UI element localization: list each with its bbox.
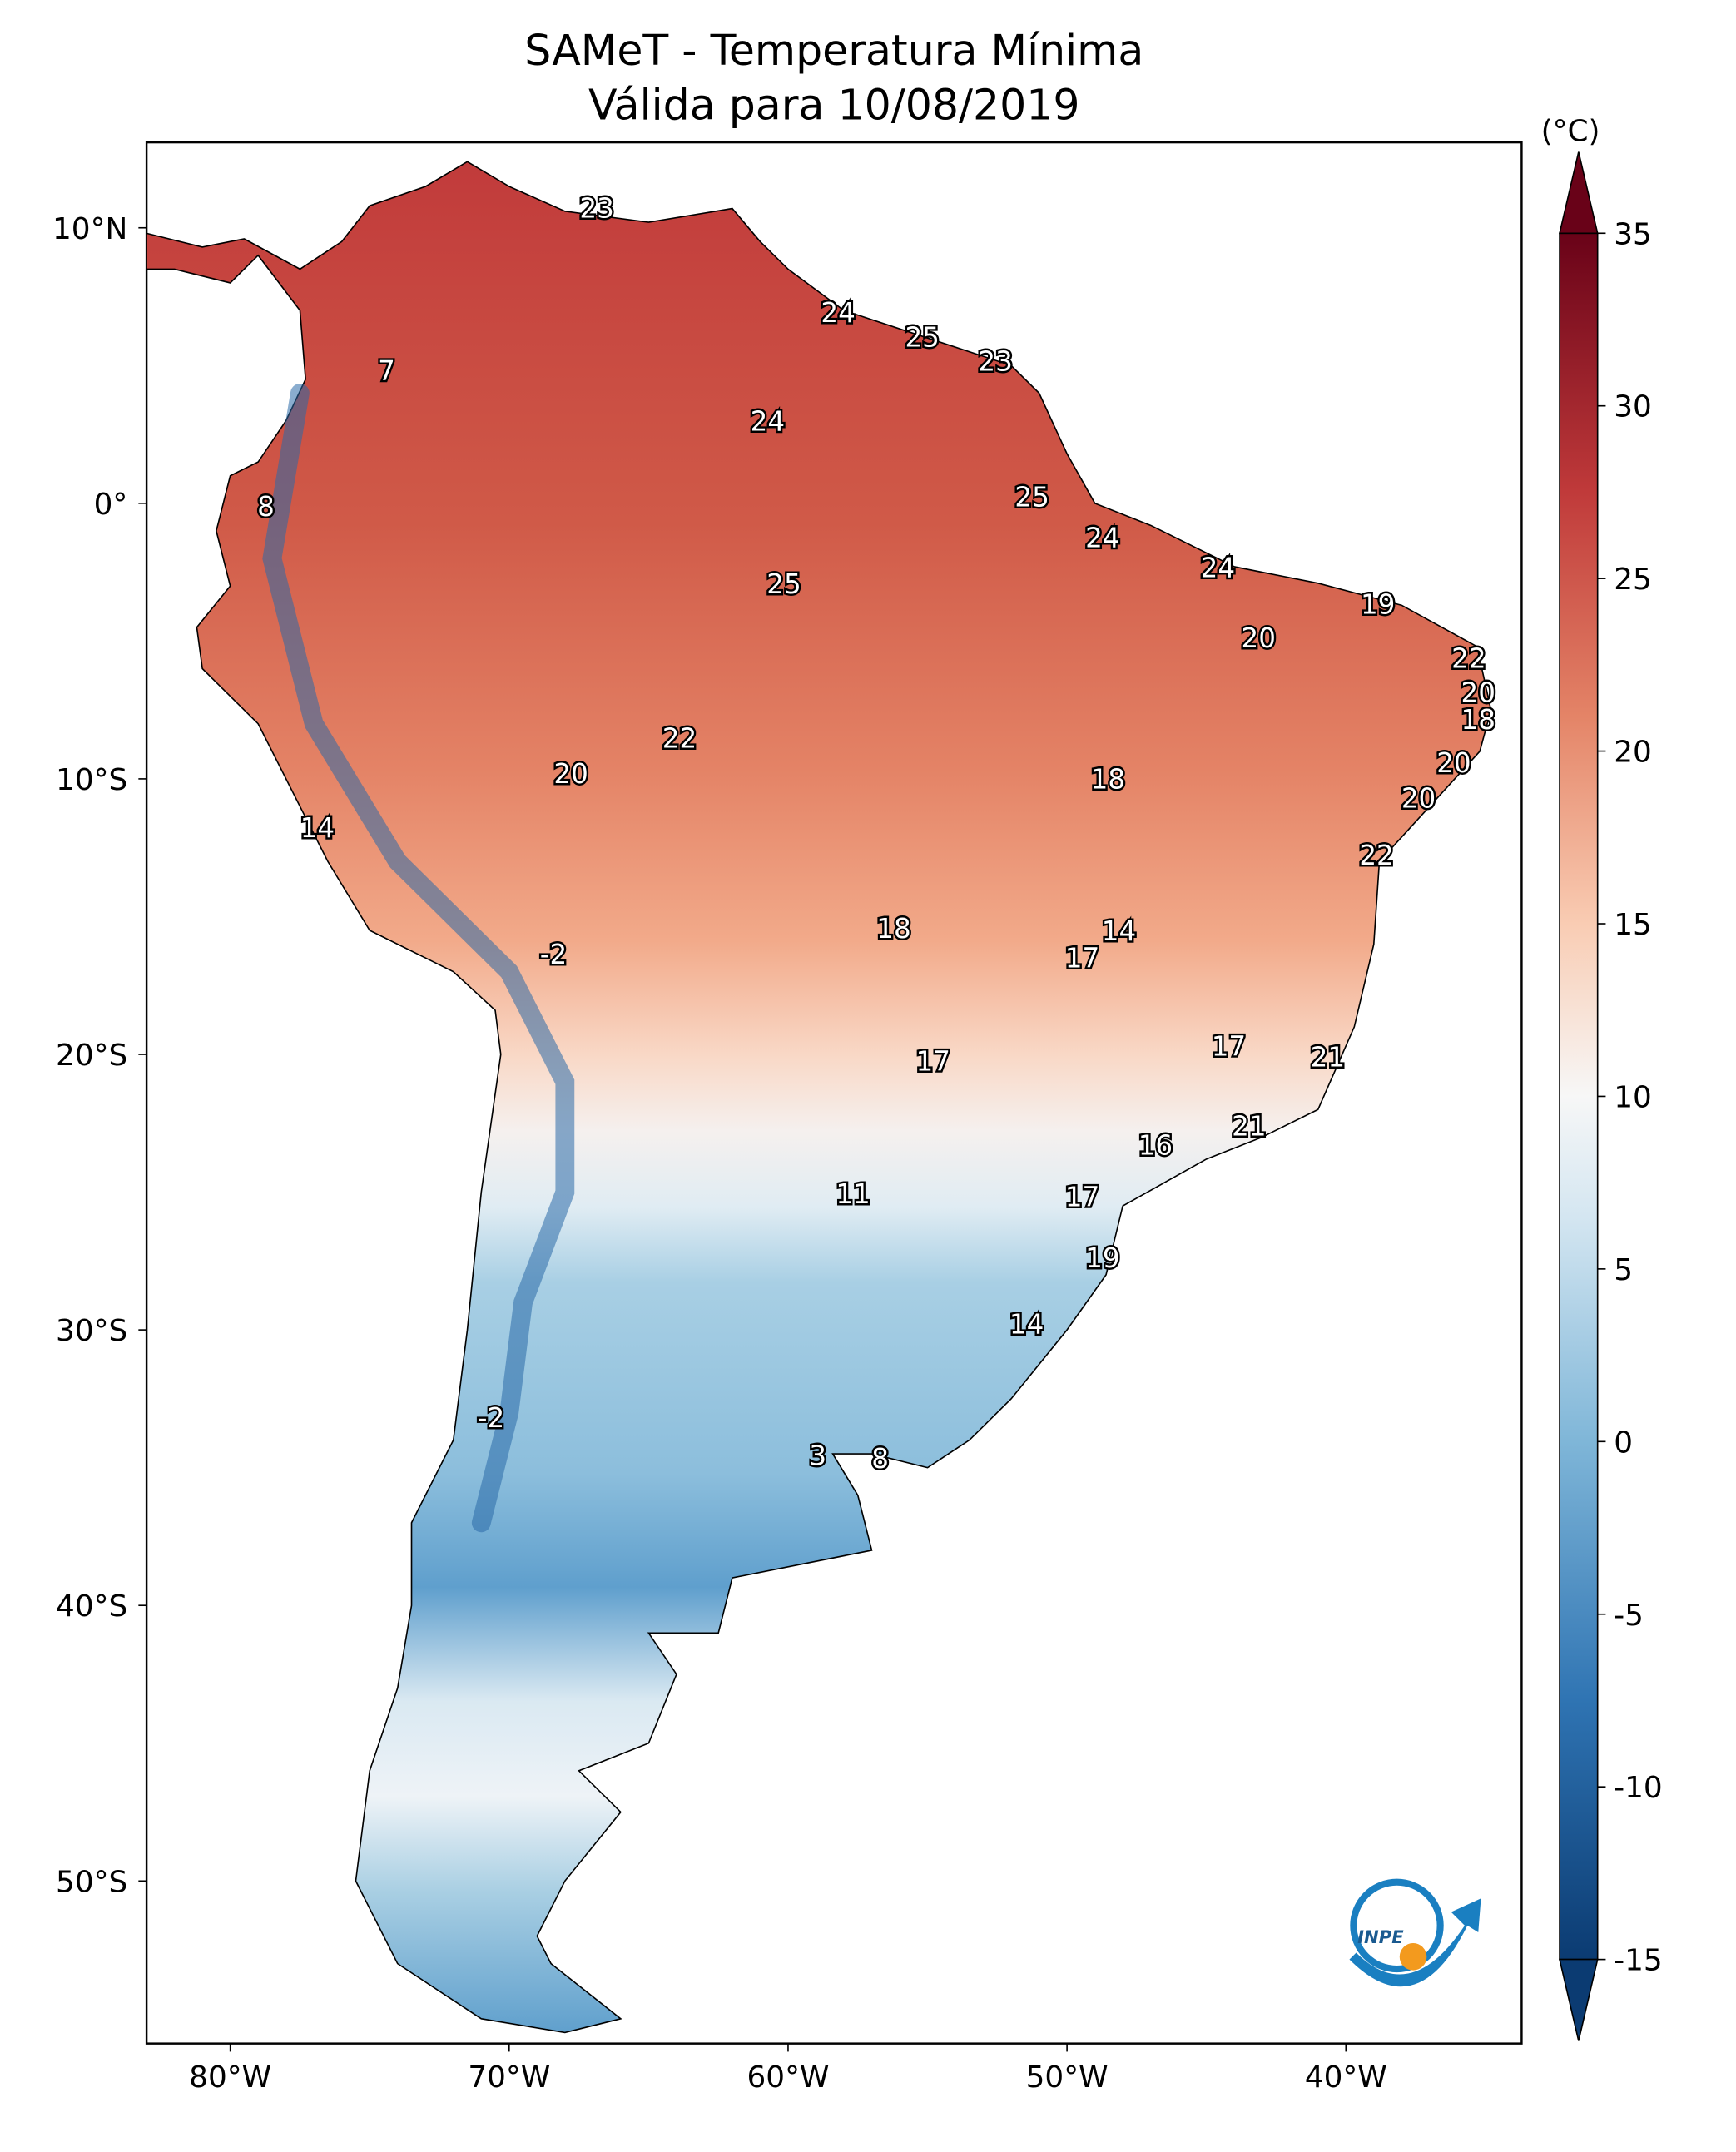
temperature-label: 3	[809, 1440, 826, 1472]
temperature-label: 18	[1091, 764, 1125, 796]
temperature-label: 20	[1242, 622, 1276, 654]
colorbar-extend-max	[1559, 151, 1599, 235]
colorbar-tick-label: -5	[1614, 1599, 1644, 1633]
temperature-label: 25	[1014, 482, 1049, 513]
chart-title: Válida para 10/08/2019	[588, 80, 1080, 129]
andes-cold	[262, 383, 575, 1533]
temperature-label: 20	[1461, 677, 1495, 708]
temperature-label: 11	[836, 1178, 870, 1210]
temperature-label: 17	[1212, 1031, 1246, 1063]
temperature-label: 18	[876, 913, 910, 945]
y-tick-label: 50°S	[56, 1865, 127, 1899]
x-tick-label: 50°W	[1026, 2060, 1109, 2095]
logo-dot	[1399, 1943, 1427, 1971]
y-tick-label: 30°S	[56, 1314, 127, 1348]
temperature-label: 7	[378, 355, 395, 387]
x-tick-label: 40°W	[1305, 2060, 1387, 2095]
temperature-label: 16	[1138, 1130, 1173, 1162]
temperature-label: 24	[821, 297, 855, 329]
y-tick-label: 0°	[94, 488, 128, 522]
x-tick-label: 60°W	[746, 2060, 829, 2095]
temperature-label: 19	[1085, 1242, 1119, 1274]
y-tick-label: 10°N	[52, 212, 127, 246]
colorbar	[1559, 232, 1599, 1961]
x-tick-label: 80°W	[189, 2060, 271, 2095]
temperature-label: 14	[300, 812, 335, 844]
y-tick-label: 20°S	[56, 1039, 127, 1073]
temperature-label: 8	[257, 491, 275, 523]
temperature-label: 20	[1436, 747, 1471, 779]
temperature-label: 24	[751, 405, 785, 437]
temperature-label: 14	[1102, 915, 1136, 947]
temperature-label: 18	[1461, 704, 1495, 736]
colorbar-tick-label: 5	[1614, 1253, 1633, 1287]
colorbar-extend-min	[1559, 1958, 1599, 2041]
temperature-label: 17	[1065, 943, 1099, 974]
logo-text: INPE	[1357, 1926, 1404, 1947]
colorbar-tick-label: 30	[1614, 390, 1652, 424]
temperature-label: 17	[1065, 1181, 1099, 1212]
colorbar-tick-label: 35	[1614, 217, 1652, 251]
x-tick-label: 70°W	[468, 2060, 550, 2095]
temperature-label: 20	[553, 758, 588, 790]
temperature-label: 22	[662, 723, 697, 755]
colorbar-tick-label: 25	[1614, 563, 1652, 597]
logo-arrow	[1349, 1898, 1481, 1987]
colorbar-tick-label: 0	[1614, 1426, 1633, 1460]
colorbar-label: (°C)	[1541, 114, 1600, 148]
temperature-label: 8	[871, 1443, 889, 1475]
temperature-label: 20	[1401, 782, 1436, 814]
temperature-label: 24	[1201, 552, 1235, 583]
colorbar-tick-label: 15	[1614, 908, 1652, 942]
colorbar-tick-label: -15	[1614, 1944, 1663, 1978]
chart-title: SAMeT - Temperatura Mínima	[524, 26, 1143, 75]
temperature-label: 24	[1085, 523, 1119, 554]
temperature-label: 25	[905, 321, 939, 353]
logo-ring	[1350, 1878, 1444, 1973]
temperature-label: -2	[478, 1402, 504, 1434]
colorbar-tick-label: 20	[1614, 736, 1652, 770]
temperature-label: 14	[1009, 1309, 1044, 1341]
temperature-label: 17	[915, 1046, 950, 1078]
temperature-label: 19	[1361, 588, 1395, 620]
y-tick-label: 40°S	[56, 1589, 127, 1624]
temperature-label: 23	[978, 346, 1012, 378]
colorbar-tick-label: 10	[1614, 1080, 1652, 1114]
temperature-label: 25	[766, 568, 801, 600]
inpe-logo: INPE	[1349, 1878, 1481, 1987]
colorbar-tick-label: -10	[1614, 1771, 1663, 1805]
temperature-label: 23	[579, 193, 613, 225]
temperature-label: 21	[1232, 1111, 1266, 1143]
temperature-label: 21	[1311, 1042, 1345, 1074]
temperature-label: -2	[540, 939, 567, 970]
y-tick-label: 10°S	[56, 763, 127, 797]
land	[146, 161, 1492, 2034]
temperature-label: 22	[1451, 643, 1486, 675]
temperature-label: 22	[1359, 840, 1393, 871]
